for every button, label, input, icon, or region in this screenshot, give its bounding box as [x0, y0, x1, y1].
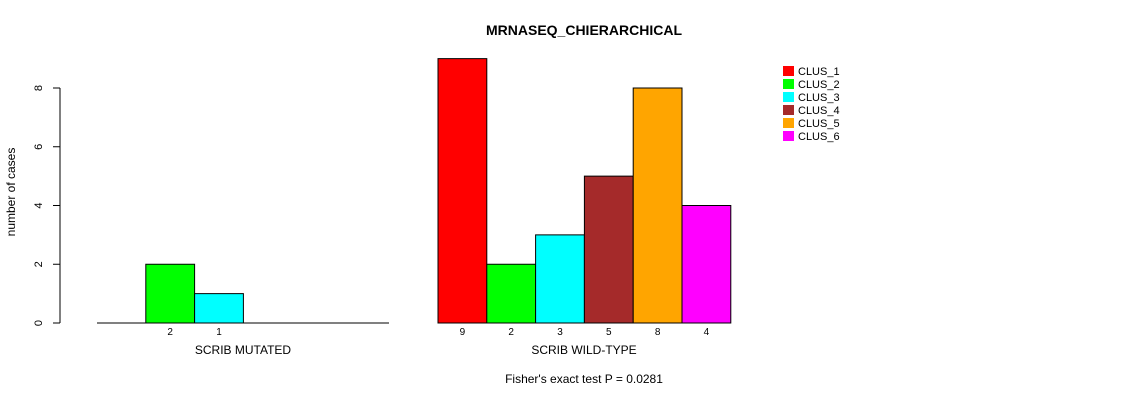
legend-swatch	[783, 92, 794, 102]
legend-swatch	[783, 79, 794, 89]
y-tick-label: 8	[33, 85, 45, 91]
y-axis-label: number of cases	[4, 148, 18, 237]
y-tick-label: 4	[33, 202, 45, 208]
chart-panels: 2 1 SCRIB MUTATED 9 2 3 5 8 4 SCRIB WILD-TYPE	[97, 58, 732, 357]
bar-count-label: 5	[606, 327, 612, 338]
group-panel: 9 2 3 5 8 4 SCRIB WILD-TYPE	[437, 58, 732, 357]
chart-title: MRNASEQ_CHIERARCHICAL	[486, 22, 682, 38]
bar-count-label: 3	[557, 327, 563, 338]
bar-count-label: 2	[508, 327, 514, 338]
bar	[681, 205, 732, 324]
legend-swatch	[783, 131, 794, 141]
legend-swatch	[783, 105, 794, 115]
legend-swatch	[783, 66, 794, 76]
y-axis: 0 2 4 6 8	[33, 85, 61, 326]
legend-label: CLUS_6	[798, 131, 840, 143]
y-tick-label: 2	[33, 261, 45, 267]
bar	[632, 87, 683, 324]
group-label: SCRIB WILD-TYPE	[531, 343, 636, 357]
bar-count-label: 2	[167, 327, 173, 338]
bar-count-label: 4	[704, 327, 710, 338]
bar	[583, 175, 634, 324]
y-tick-label: 6	[33, 144, 45, 150]
fisher-test-note: Fisher's exact test P = 0.0281	[505, 372, 663, 386]
bar-count-label: 8	[655, 327, 661, 338]
bar-count-label: 9	[460, 327, 466, 338]
bar	[145, 263, 196, 324]
bar	[535, 234, 585, 324]
group-panel: 2 1 SCRIB MUTATED	[97, 263, 389, 357]
bar	[486, 263, 537, 324]
legend-swatch	[783, 118, 794, 128]
legend-label: CLUS_3	[798, 92, 840, 104]
legend-label: CLUS_2	[798, 79, 840, 91]
y-tick-label: 0	[33, 320, 45, 326]
group-label: SCRIB MUTATED	[195, 343, 292, 357]
bar	[194, 293, 244, 324]
legend-label: CLUS_5	[798, 118, 840, 130]
bar-count-label: 1	[216, 327, 222, 338]
legend-label: CLUS_4	[798, 105, 840, 117]
bar	[437, 58, 488, 324]
legend-label: CLUS_1	[798, 66, 840, 78]
